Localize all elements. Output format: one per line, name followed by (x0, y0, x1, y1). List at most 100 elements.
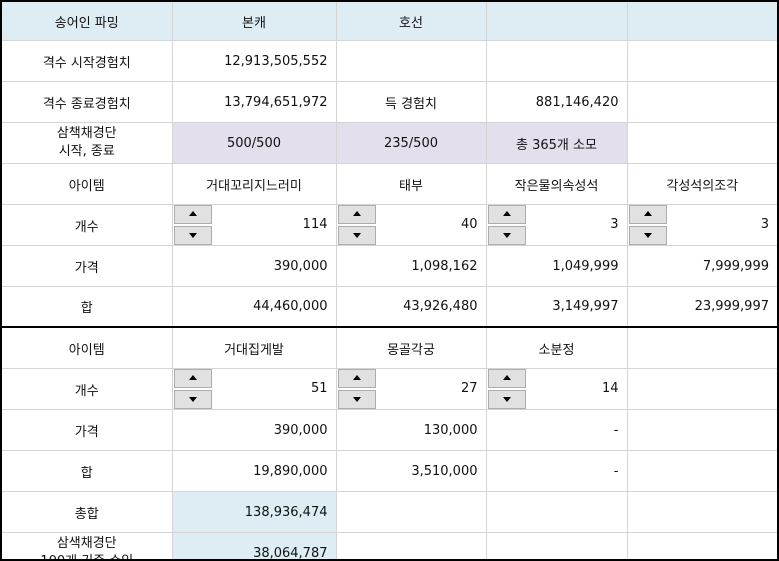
exp-start-label: 격수 시작경험치 (2, 40, 173, 82)
income-label-line2: 100개 기준 수익 (2, 553, 171, 559)
empty-cell (627, 368, 777, 410)
t1-sum-row: 합 44,460,000 43,926,480 3,149,997 23,999… (2, 286, 777, 328)
samchaek-label-line2: 시작, 종료 (58, 144, 115, 159)
empty-cell (627, 491, 777, 533)
header-row: 송어인 파밍 본캐 호선 (2, 2, 777, 41)
t1-sum-value: 44,460,000 (172, 286, 337, 328)
t1-price-row: 가격 390,000 1,098,162 1,049,999 7,999,999 (2, 245, 777, 287)
empty-cell (486, 40, 628, 82)
triangle-down-icon (502, 233, 511, 238)
t1-price-value: 7,999,999 (627, 245, 777, 287)
t1-item-name: 태부 (336, 163, 487, 205)
exp-end-row: 격수 종료경험치 13,794,651,972 득 경험치 881,146,42… (2, 81, 777, 123)
samchaek-label: 삼책채경단 시작, 종료 (2, 122, 173, 164)
t2-item-label: 아이템 (2, 327, 173, 369)
t2-count-cell: 27 (336, 368, 487, 410)
samchaek-main-value: 500/500 (172, 122, 337, 164)
empty-cell (486, 491, 628, 533)
total-value: 138,936,474 (172, 491, 337, 533)
t1-sum-value: 43,926,480 (336, 286, 487, 328)
spin-up-button[interactable] (628, 205, 667, 224)
empty-cell (627, 450, 777, 492)
spin-up-button[interactable] (487, 369, 526, 388)
spin-up-button[interactable] (173, 369, 212, 388)
t1-count-value: 114 (302, 217, 328, 232)
samchaek-row: 삼책채경단 시작, 종료 500/500 235/500 총 365개 소모 (2, 122, 777, 164)
spin-down-button[interactable] (487, 226, 526, 245)
spin-down-button[interactable] (487, 390, 526, 409)
count-spinner (628, 205, 667, 245)
t2-sum-value: 3,510,000 (336, 450, 487, 492)
spin-up-button[interactable] (173, 205, 212, 224)
t1-item-row: 아이템 거대꼬리지느러미 태부 작은물의속성석 각성석의조각 (2, 163, 777, 205)
t2-price-value: 390,000 (172, 409, 337, 451)
count-spinner (337, 205, 376, 245)
t1-count-cell: 3 (486, 204, 628, 246)
header-label: 송어인 파밍 (2, 2, 173, 41)
spin-down-button[interactable] (628, 226, 667, 245)
triangle-up-icon (352, 211, 361, 216)
t1-price-value: 390,000 (172, 245, 337, 287)
triangle-up-icon (188, 375, 197, 380)
triangle-down-icon (352, 233, 361, 238)
empty-cell (336, 532, 487, 559)
t2-count-value: 14 (601, 381, 619, 396)
spin-down-button[interactable] (173, 390, 212, 409)
spin-down-button[interactable] (173, 226, 212, 245)
t1-price-value: 1,049,999 (486, 245, 628, 287)
t1-item-name: 각성석의조각 (627, 163, 777, 205)
spin-down-button[interactable] (337, 226, 376, 245)
t2-count-value: 27 (460, 381, 478, 396)
income-value: 38,064,787 (172, 532, 337, 559)
t2-price-row: 가격 390,000 130,000 - (2, 409, 777, 451)
t1-sum-label: 합 (2, 286, 173, 328)
triangle-down-icon (352, 397, 361, 402)
t1-count-value: 3 (760, 217, 769, 232)
income-label: 삼색채경단 100개 기준 수익 (2, 532, 173, 559)
count-spinner (173, 369, 212, 409)
header-empty-cell (627, 2, 777, 41)
t1-count-cell: 3 (627, 204, 777, 246)
samchaek-label-line1: 삼책채경단 (56, 126, 117, 141)
t2-sum-label: 합 (2, 450, 173, 492)
empty-cell (627, 532, 777, 559)
t2-item-name: 소분정 (486, 327, 628, 369)
samchaek-total-used: 총 365개 소모 (486, 122, 628, 164)
samchaek-sub-value: 235/500 (336, 122, 487, 164)
count-spinner (487, 369, 526, 409)
t1-price-value: 1,098,162 (336, 245, 487, 287)
count-spinner (487, 205, 526, 245)
t2-count-cell: 14 (486, 368, 628, 410)
spin-up-button[interactable] (337, 369, 376, 388)
triangle-up-icon (188, 211, 197, 216)
t1-price-label: 가격 (2, 245, 173, 287)
exp-start-value: 12,913,505,552 (172, 40, 337, 82)
exp-start-row: 격수 시작경험치 12,913,505,552 (2, 40, 777, 82)
spin-down-button[interactable] (337, 390, 376, 409)
t1-count-value: 40 (460, 217, 478, 232)
triangle-up-icon (502, 211, 511, 216)
t1-count-label: 개수 (2, 204, 173, 246)
t2-price-value: 130,000 (336, 409, 487, 451)
exp-end-value: 13,794,651,972 (172, 81, 337, 123)
triangle-up-icon (502, 375, 511, 380)
t2-item-row: 아이템 거대집게발 몽골각궁 소분정 (2, 327, 777, 369)
income-label-line1: 삼색채경단 (56, 536, 117, 551)
exp-end-label: 격수 종료경험치 (2, 81, 173, 123)
t1-count-cell: 40 (336, 204, 487, 246)
count-spinner (173, 205, 212, 245)
total-row: 총합 138,936,474 (2, 491, 777, 533)
t2-item-name: 몽골각궁 (336, 327, 487, 369)
t1-sum-value: 23,999,997 (627, 286, 777, 328)
exp-gain-label: 득 경험치 (336, 81, 487, 123)
t1-sum-value: 3,149,997 (486, 286, 628, 328)
count-spinner (337, 369, 376, 409)
t2-sum-value: 19,890,000 (172, 450, 337, 492)
empty-cell (627, 81, 777, 123)
spin-up-button[interactable] (337, 205, 376, 224)
triangle-down-icon (502, 397, 511, 402)
triangle-up-icon (643, 211, 652, 216)
exp-gain-value: 881,146,420 (486, 81, 628, 123)
spin-up-button[interactable] (487, 205, 526, 224)
